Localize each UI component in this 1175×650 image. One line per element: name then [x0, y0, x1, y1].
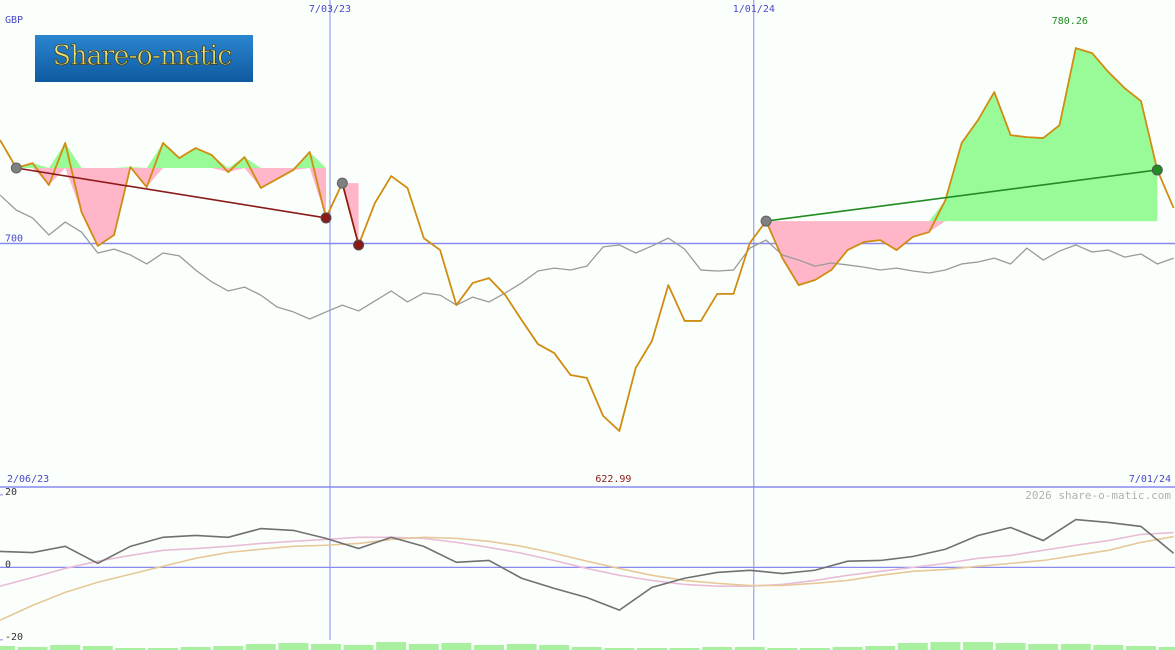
volume-bar [213, 646, 244, 650]
volume-bar [245, 644, 276, 650]
volume-bar [376, 642, 407, 650]
y-tick-label: 0 [5, 559, 11, 570]
volume-bar [441, 643, 472, 650]
volume-bar [180, 647, 211, 650]
gain-area [766, 48, 1158, 222]
y-tick-label: -20 [5, 632, 23, 643]
oscillator-line [0, 535, 1174, 622]
price-line [0, 47, 1175, 432]
volume-bar [637, 648, 667, 650]
loss-area [16, 168, 327, 246]
volume-bar [832, 647, 863, 650]
exit-marker [320, 212, 332, 224]
volume-bar [539, 645, 570, 650]
volume-bar [82, 646, 113, 650]
volume-bar [702, 647, 733, 650]
entry-marker [760, 215, 772, 227]
relative-line [0, 194, 1174, 320]
volume-bar [1126, 646, 1156, 650]
volume-bar [311, 644, 341, 650]
volume-bar [50, 645, 81, 650]
exit-marker [353, 239, 365, 251]
volume-bar [148, 648, 178, 650]
x-tick-label: 7/01/24 [1129, 474, 1171, 485]
volume-bar [506, 644, 537, 650]
volume-bar [767, 648, 798, 650]
credit: 2026 share-o-matic.com [1025, 489, 1171, 502]
gain-area [16, 142, 327, 169]
y-tick-label: 20 [5, 487, 17, 498]
y-tick-label: 700 [5, 234, 23, 245]
volume-bar [571, 647, 602, 650]
volume-bar [1028, 644, 1059, 650]
oscillator-line [0, 518, 1175, 612]
volume-bar [963, 642, 993, 650]
volume-bar [1060, 644, 1091, 650]
volume-bar [734, 647, 765, 650]
volume-bar [930, 642, 961, 650]
volume-bar [1093, 645, 1124, 650]
value-annotation: 622.99 [595, 474, 631, 485]
x-tick-label: 2/06/23 [7, 474, 49, 485]
volume-bar [669, 648, 700, 650]
volume-bar [278, 643, 309, 650]
volume-bar [408, 644, 439, 650]
value-annotation: 780.26 [1052, 16, 1088, 27]
volume-bar [897, 643, 928, 650]
loss-area [766, 221, 1158, 286]
volume-bar [343, 645, 374, 650]
x-tick-label: 7/03/23 [309, 4, 351, 15]
trade-line [765, 169, 1158, 222]
logo-text: Share-o-matic [53, 41, 232, 72]
volume-bar [474, 645, 504, 650]
exit-marker [1151, 164, 1163, 176]
logo-box [35, 35, 253, 82]
volume-bar [115, 648, 146, 650]
trade-line [341, 182, 360, 246]
volume-bar [865, 646, 896, 650]
y-axis-label: GBP [5, 15, 23, 26]
x-tick-label: 1/01/24 [733, 4, 775, 15]
trade-line [16, 167, 327, 219]
volume-bar [604, 648, 635, 650]
entry-marker [10, 162, 22, 174]
oscillator-line [0, 531, 1174, 588]
volume-bar [0, 646, 15, 650]
volume-bar [1158, 647, 1175, 650]
volume-bar [800, 648, 830, 650]
volume-bar [995, 643, 1026, 650]
entry-marker [336, 177, 348, 189]
volume-bar [17, 647, 48, 650]
